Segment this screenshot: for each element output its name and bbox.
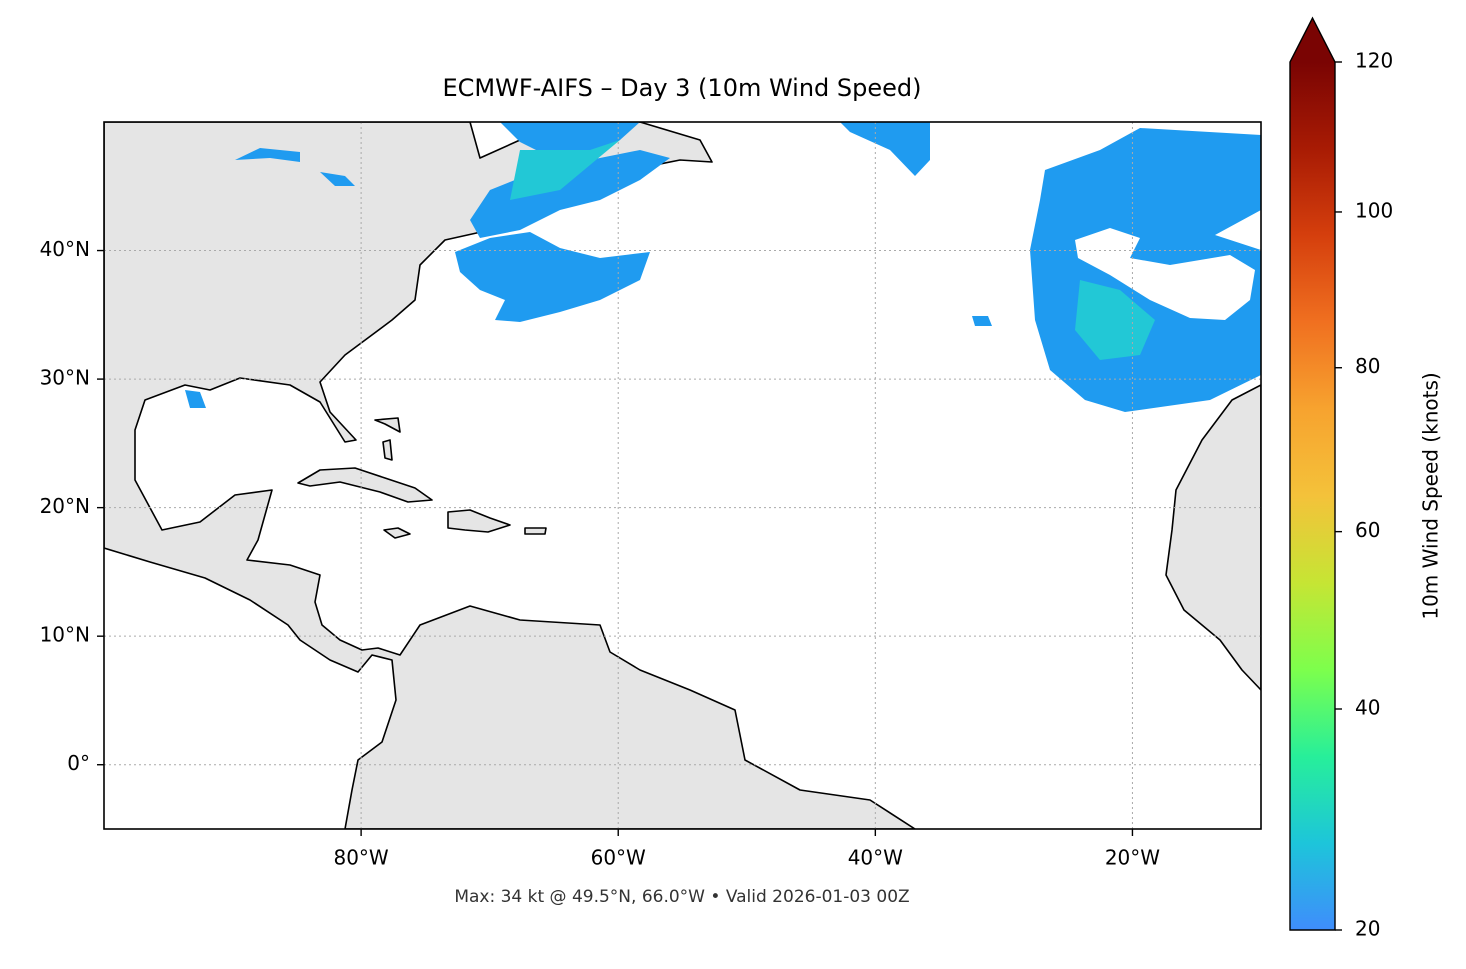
colorbar-tick-label: 20 (1355, 917, 1380, 941)
colorbar: 20 40 60 80 100 120 (1289, 16, 1393, 941)
y-tick-label: 40°N (40, 237, 90, 261)
bahamas (374, 417, 401, 461)
colorbar-gradient (1290, 62, 1335, 930)
y-tick-label: 20°N (40, 494, 90, 518)
wind-area-strong (510, 140, 1155, 360)
colorbar-label: 10m Wind Speed (knots) (1419, 372, 1443, 619)
colorbar-frame (1289, 16, 1336, 931)
puerto-rico (524, 527, 547, 535)
map-frame (103, 121, 1262, 830)
x-tick-label: 80°W (333, 846, 388, 870)
hispaniola (447, 509, 511, 533)
jamaica (383, 527, 411, 539)
map-title: ECMWF-AIFS – Day 3 (10m Wind Speed) (442, 74, 921, 102)
africa (1165, 384, 1261, 691)
cuba (297, 467, 433, 503)
y-tick-label: 10°N (40, 623, 90, 647)
colorbar-tick-label: 120 (1355, 49, 1393, 73)
y-tick-label: 0° (67, 751, 90, 775)
x-tick-label: 20°W (1105, 846, 1160, 870)
footer-note: Max: 34 kt @ 49.5°N, 66.0°W • Valid 2026… (454, 887, 909, 907)
map-body (104, 122, 1261, 829)
x-tick-label: 60°W (591, 846, 646, 870)
colorbar-tick-label: 100 (1355, 198, 1393, 222)
y-tick-label: 30°N (40, 366, 90, 390)
x-tick-label: 40°W (848, 846, 903, 870)
colorbar-extend (1290, 18, 1335, 62)
colorbar-tick-label: 80 (1355, 354, 1380, 378)
colorbar-tick-label: 60 (1355, 518, 1380, 542)
colorbar-tick-label: 40 (1355, 695, 1380, 719)
